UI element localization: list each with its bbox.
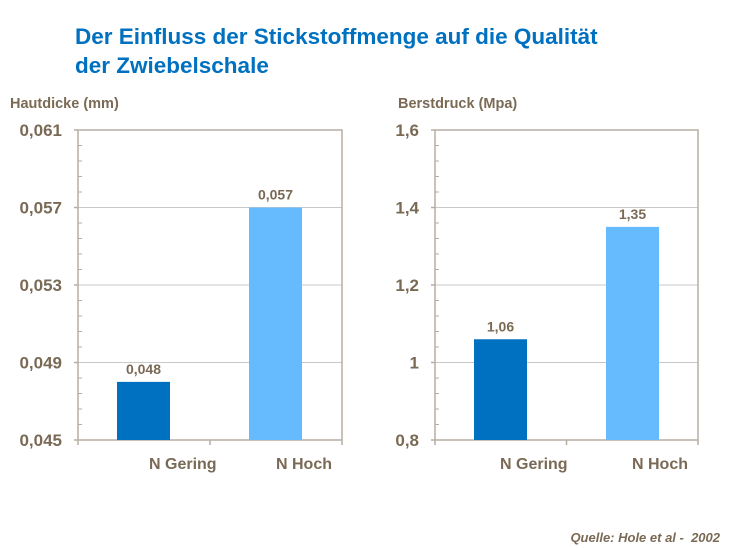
y-tick-label: 0,049 xyxy=(19,354,62,373)
y-tick-label: 1,2 xyxy=(395,276,419,295)
bar-n-gering xyxy=(474,339,527,440)
y-axis-label-berstdruck: Berstdruck (Mpa) xyxy=(398,96,518,112)
x-category-label: N Gering xyxy=(500,456,568,473)
data-label: 1,06 xyxy=(487,318,514,334)
chart-1: 0,045 0,049 0,053 0,057 0,061 0,048 N Gering 0,… xyxy=(19,121,343,473)
x-category-label: N Hoch xyxy=(632,456,688,473)
data-label: 1,35 xyxy=(619,206,646,222)
data-label: 0,057 xyxy=(258,187,293,203)
y-axis-label-hautdicke: Hautdicke (mm) xyxy=(10,96,119,112)
y-tick-label: 0,053 xyxy=(19,276,62,295)
page-title: Der Einfluss der Stickstoffmenge auf die… xyxy=(75,22,598,80)
bar-n-gering xyxy=(117,381,170,440)
y-tick-label: 0,045 xyxy=(19,431,62,450)
y-tick-label: 1,6 xyxy=(395,121,419,140)
y-tick-label: 0,061 xyxy=(19,121,62,140)
data-label: 0,048 xyxy=(126,361,161,377)
x-category-label: N Hoch xyxy=(276,456,332,473)
y-tick-label: 0,8 xyxy=(395,431,419,450)
y-tick-label: 1,4 xyxy=(395,199,419,218)
source-citation: Quelle: Hole et al - 2002 xyxy=(570,530,720,545)
y-tick-label: 0,057 xyxy=(19,199,62,218)
chart-2: 0,8 1 1,2 1,4 1,6 1,06 N Gering 1,35 N Hoch xyxy=(395,121,699,473)
title-line-2: der Zwiebelschale xyxy=(75,53,269,78)
x-category-label: N Gering xyxy=(149,456,217,473)
bar-n-hoch xyxy=(249,207,302,440)
title-line-1: Der Einfluss der Stickstoffmenge auf die… xyxy=(75,24,598,49)
bar-n-hoch xyxy=(606,226,659,440)
y-tick-label: 1 xyxy=(410,354,419,373)
